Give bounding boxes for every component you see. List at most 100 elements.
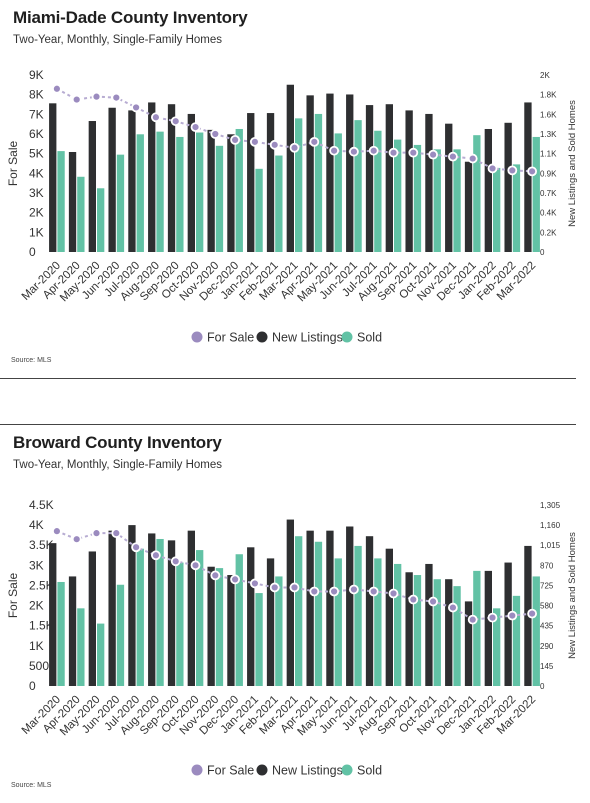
new-listings-bar (425, 113, 433, 252)
new-listings-bar (108, 530, 116, 686)
for-sale-point (368, 586, 379, 597)
y2-axis-label: New Listings and Sold Homes (567, 532, 578, 659)
sold-bar (255, 593, 263, 686)
y-axis-label: For Sale (6, 141, 20, 187)
sold-bar (255, 168, 263, 252)
sold-bar (136, 134, 144, 252)
broward-panel: Broward County Inventory Two-Year, Month… (0, 425, 590, 803)
legend-for-sale-label: For Sale (207, 764, 254, 778)
for-sale-point (230, 574, 241, 585)
sold-bar (136, 548, 144, 686)
for-sale-point (91, 528, 102, 539)
for-sale-point (289, 142, 300, 153)
legend-sold-swatch (341, 331, 353, 343)
y-tick-label: 4K (29, 166, 44, 180)
for-sale-point (52, 83, 62, 94)
sold-bar (374, 558, 382, 686)
legend-new-listings-label: New Listings (272, 331, 343, 345)
y-tick-label: 3K (29, 558, 44, 572)
sold-bar (354, 120, 362, 252)
for-sale-point (249, 136, 260, 147)
y-tick-label: 6K (29, 127, 44, 141)
y-tick-label: 9K (29, 68, 44, 82)
new-listings-bar (445, 579, 453, 686)
y2-tick-label: 1.3K (540, 130, 557, 139)
sold-bar (354, 545, 362, 686)
y2-tick-label: 0 (540, 248, 545, 257)
y-tick-label: 2K (29, 599, 44, 613)
new-listings-bar (445, 123, 453, 252)
new-listings-bar (286, 519, 294, 686)
for-sale-point (447, 151, 458, 162)
legend-for-sale-swatch (191, 331, 203, 343)
for-sale-point (527, 608, 537, 619)
sold-bar (453, 149, 461, 252)
for-sale-point (428, 149, 439, 160)
new-listings-bar (187, 113, 195, 252)
y-tick-label: 0 (29, 679, 36, 693)
y2-tick-label: 0.9K (540, 169, 557, 178)
for-sale-point (348, 146, 359, 157)
sold-bar (512, 164, 521, 252)
new-listings-bar (266, 558, 275, 686)
new-listings-bar (227, 134, 235, 252)
y2-tick-label: 145 (540, 662, 554, 671)
y2-tick-label: 2K (540, 71, 550, 80)
for-sale-point (467, 153, 478, 164)
new-listings-bar (326, 93, 334, 253)
sold-bar (473, 570, 481, 686)
y2-tick-label: 0.4K (540, 209, 557, 218)
miami-dade-chart: 0 1K 2K 3K 4K 5K 6K 7K 8K 9K 0 0.2K 0.4K 0.7K 0.9K 1.1K… (6, 68, 578, 345)
sold-bar (97, 623, 105, 686)
new-listings-bar (504, 562, 512, 686)
y-tick-label: 4.5K (29, 498, 54, 512)
new-listings-bar (365, 105, 374, 252)
sold-bar (275, 576, 283, 686)
new-listings-bar (464, 601, 473, 686)
for-sale-point (230, 134, 241, 145)
for-sale-point (150, 550, 161, 561)
sold-bar (532, 576, 540, 686)
chart-title: Broward County Inventory (13, 433, 222, 452)
for-sale-point (388, 588, 399, 599)
for-sale-point (210, 570, 221, 581)
for-sale-point (131, 542, 142, 553)
for-sale-point (150, 112, 161, 123)
for-sale-point (507, 610, 518, 621)
for-sale-point (249, 578, 260, 589)
chart-subtitle: Two-Year, Monthly, Single-Family Homes (13, 459, 222, 471)
y-tick-label: 4K (29, 518, 44, 532)
sold-bar (97, 188, 105, 252)
for-sale-point (111, 528, 122, 539)
for-sale-point (71, 94, 82, 105)
for-sale-point (210, 129, 221, 139)
for-sale-point (487, 612, 498, 623)
for-sale-point (269, 582, 280, 593)
for-sale-point (329, 586, 340, 597)
broward-chart: 0 500 1K 1.5K 2K 2.5K 3K 3.5K 4K 4.5K 0 145 290 435 58… (6, 498, 578, 778)
new-listings-bar (346, 526, 354, 686)
for-sale-point (507, 165, 518, 176)
new-listings-bar (207, 566, 215, 686)
for-sale-point (309, 586, 320, 597)
new-listings-bar (385, 104, 393, 252)
sold-bar (196, 550, 204, 686)
for-sale-line (56, 87, 533, 173)
y2-tick-label: 725 (540, 581, 554, 590)
sold-bar (394, 563, 402, 686)
new-listings-bar (286, 84, 294, 252)
for-sale-point (527, 166, 537, 177)
sold-bar (156, 131, 164, 252)
chart-subtitle: Two-Year, Monthly, Single-Family Homes (13, 34, 222, 46)
sold-bar (57, 151, 65, 252)
sold-bar (295, 536, 303, 686)
y-tick-label: 3.5K (29, 538, 54, 552)
y-tick-label: 7K (29, 107, 44, 121)
for-sale-point (52, 526, 62, 537)
new-listings-bar (385, 548, 393, 686)
y2-tick-label: 1,305 (540, 501, 561, 510)
sold-bar (77, 176, 85, 252)
new-listings-bar (306, 95, 314, 252)
legend-new-listings-label: New Listings (272, 764, 343, 778)
y2-tick-label: 1.6K (540, 110, 557, 119)
